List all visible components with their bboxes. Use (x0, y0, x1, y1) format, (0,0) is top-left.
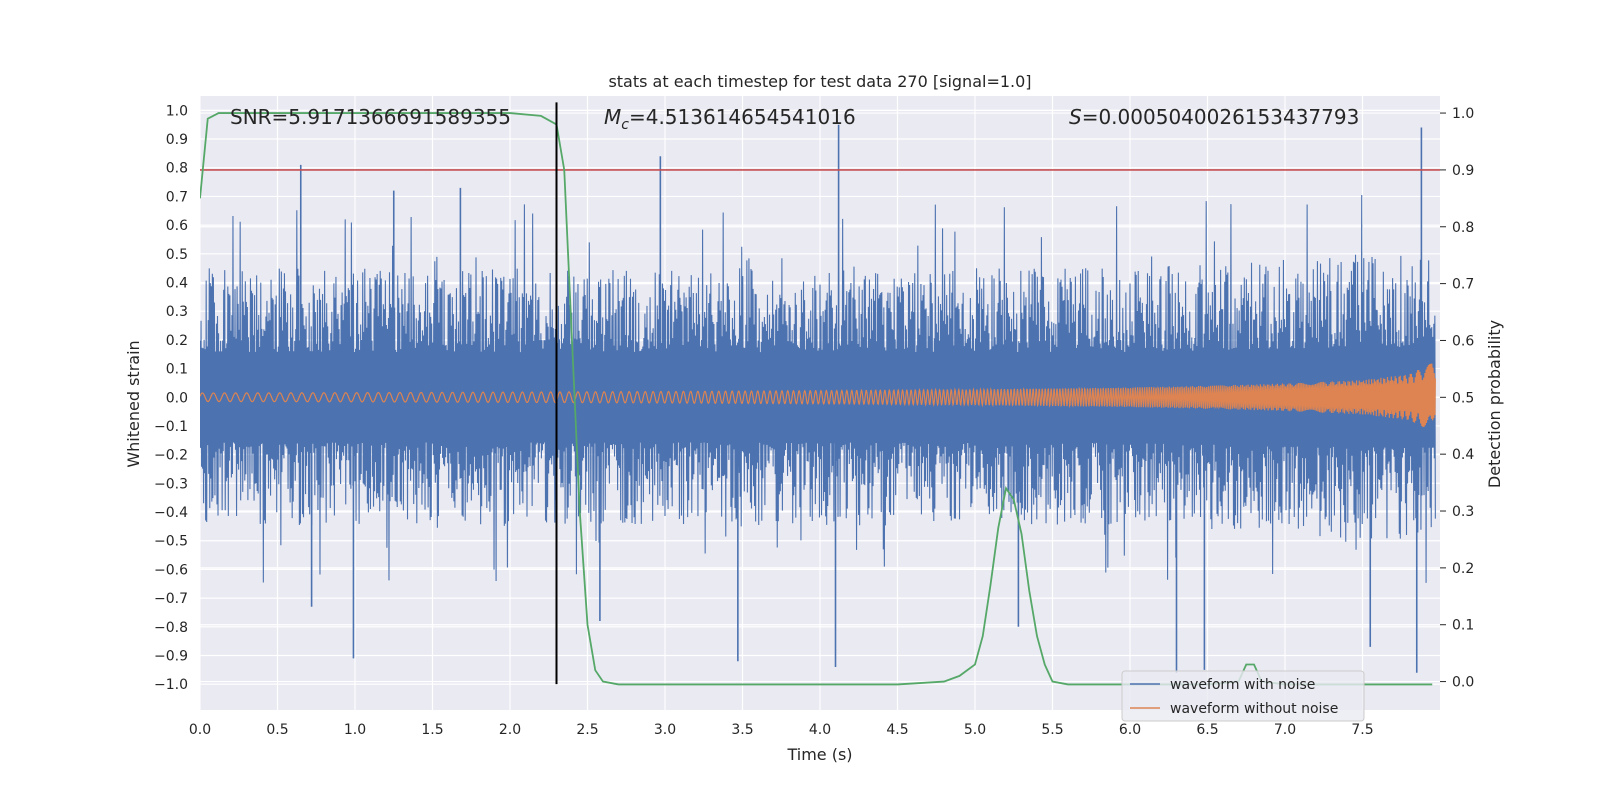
y-tick-label-left: 0.1 (166, 362, 188, 378)
x-tick-label: 0.5 (266, 722, 288, 738)
x-tick-label: 2.0 (499, 722, 521, 738)
y-tick-label-right: 0.0 (1452, 675, 1474, 691)
x-tick-label: 0.0 (189, 722, 211, 738)
y-tick-label-left: −0.2 (154, 448, 188, 464)
y-tick-label-left: 0.4 (166, 275, 188, 291)
legend-label-clean: waveform without noise (1170, 701, 1338, 717)
y-tick-label-left: 0.8 (166, 161, 188, 177)
chirp-mass-subscript: c (621, 117, 629, 133)
y-tick-label-left: 0.5 (166, 247, 188, 263)
x-tick-label: 7.5 (1351, 722, 1373, 738)
chirp-mass-annotation: Mc=4.513614654541016 (604, 105, 856, 133)
x-tick-label: 2.5 (576, 722, 598, 738)
y-tick-label-right: 0.8 (1452, 220, 1474, 236)
y-tick-label-left: −0.4 (154, 505, 188, 521)
s-value: =0.0005040026153437793 (1082, 105, 1360, 129)
y-tick-label-right: 0.7 (1452, 277, 1474, 293)
x-tick-label: 1.0 (344, 722, 366, 738)
chirp-mass-symbol: M (604, 105, 621, 129)
x-tick-label: 3.5 (731, 722, 753, 738)
y-tick-label-left: −0.9 (154, 648, 188, 664)
x-tick-label: 4.0 (809, 722, 831, 738)
s-annotation: S=0.0005040026153437793 (1069, 105, 1359, 129)
y-axis-label-right: Detection probability (1485, 320, 1504, 488)
legend: waveform with noise waveform without noi… (1121, 670, 1365, 722)
legend-box (1121, 670, 1365, 722)
x-tick-label: 4.5 (886, 722, 908, 738)
series-waveform-with-noise (200, 194, 1436, 583)
y-tick-label-left: −0.3 (154, 476, 188, 492)
y-tick-label-right: 0.6 (1452, 333, 1474, 349)
snr-annotation: SNR=5.9171366691589355 (230, 105, 511, 129)
y-tick-label-left: −1.0 (154, 677, 188, 693)
y-axis-label-left: Whitened strain (124, 340, 143, 467)
x-axis-label: Time (s) (786, 745, 852, 764)
y-tick-label-right: 0.1 (1452, 618, 1474, 634)
series-waveform-without-noise (200, 363, 1436, 428)
y-tick-label-left: −0.6 (154, 562, 188, 578)
y-tick-label-left: −0.5 (154, 534, 188, 550)
x-tick-label: 1.5 (421, 722, 443, 738)
y-tick-label-right: 0.3 (1452, 504, 1474, 520)
y-tick-label-left: −0.7 (154, 591, 188, 607)
x-tick-label: 3.0 (654, 722, 676, 738)
y-tick-label-left: 0.9 (166, 132, 188, 148)
y-tick-label-left: 0.2 (166, 333, 188, 349)
y-tick-label-left: 0.7 (166, 189, 188, 205)
chirp-mass-value: =4.513614654541016 (629, 105, 856, 129)
y-tick-label-right: 0.2 (1452, 561, 1474, 577)
chart-title: stats at each timestep for test data 270… (608, 72, 1031, 91)
y-tick-label-right: 1.0 (1452, 106, 1474, 122)
y-tick-label-left: 1.0 (166, 103, 188, 119)
s-symbol: S (1069, 105, 1082, 129)
x-tick-label: 7.0 (1274, 722, 1296, 738)
y-tick-label-left: 0.3 (166, 304, 188, 320)
y-tick-label-left: 0.0 (166, 390, 188, 406)
y-tick-label-right: 0.4 (1452, 447, 1474, 463)
y-tick-label-left: −0.8 (154, 620, 188, 636)
x-tick-label: 6.5 (1196, 722, 1218, 738)
y-tick-label-right: 0.5 (1452, 390, 1474, 406)
y-tick-label-right: 0.9 (1452, 163, 1474, 179)
x-tick-label: 5.5 (1041, 722, 1063, 738)
y-tick-label-left: −0.1 (154, 419, 188, 435)
y-tick-label-left: 0.6 (166, 218, 188, 234)
x-tick-label: 6.0 (1119, 722, 1141, 738)
legend-label-noise: waveform with noise (1170, 677, 1315, 693)
ticks: 0.0 0.5 1.0 1.5 2.0 2.5 3.0 3.5 4.0 4.5 5.0 5.5 6.0 6… (154, 103, 1474, 738)
x-tick-label: 5.0 (964, 722, 986, 738)
